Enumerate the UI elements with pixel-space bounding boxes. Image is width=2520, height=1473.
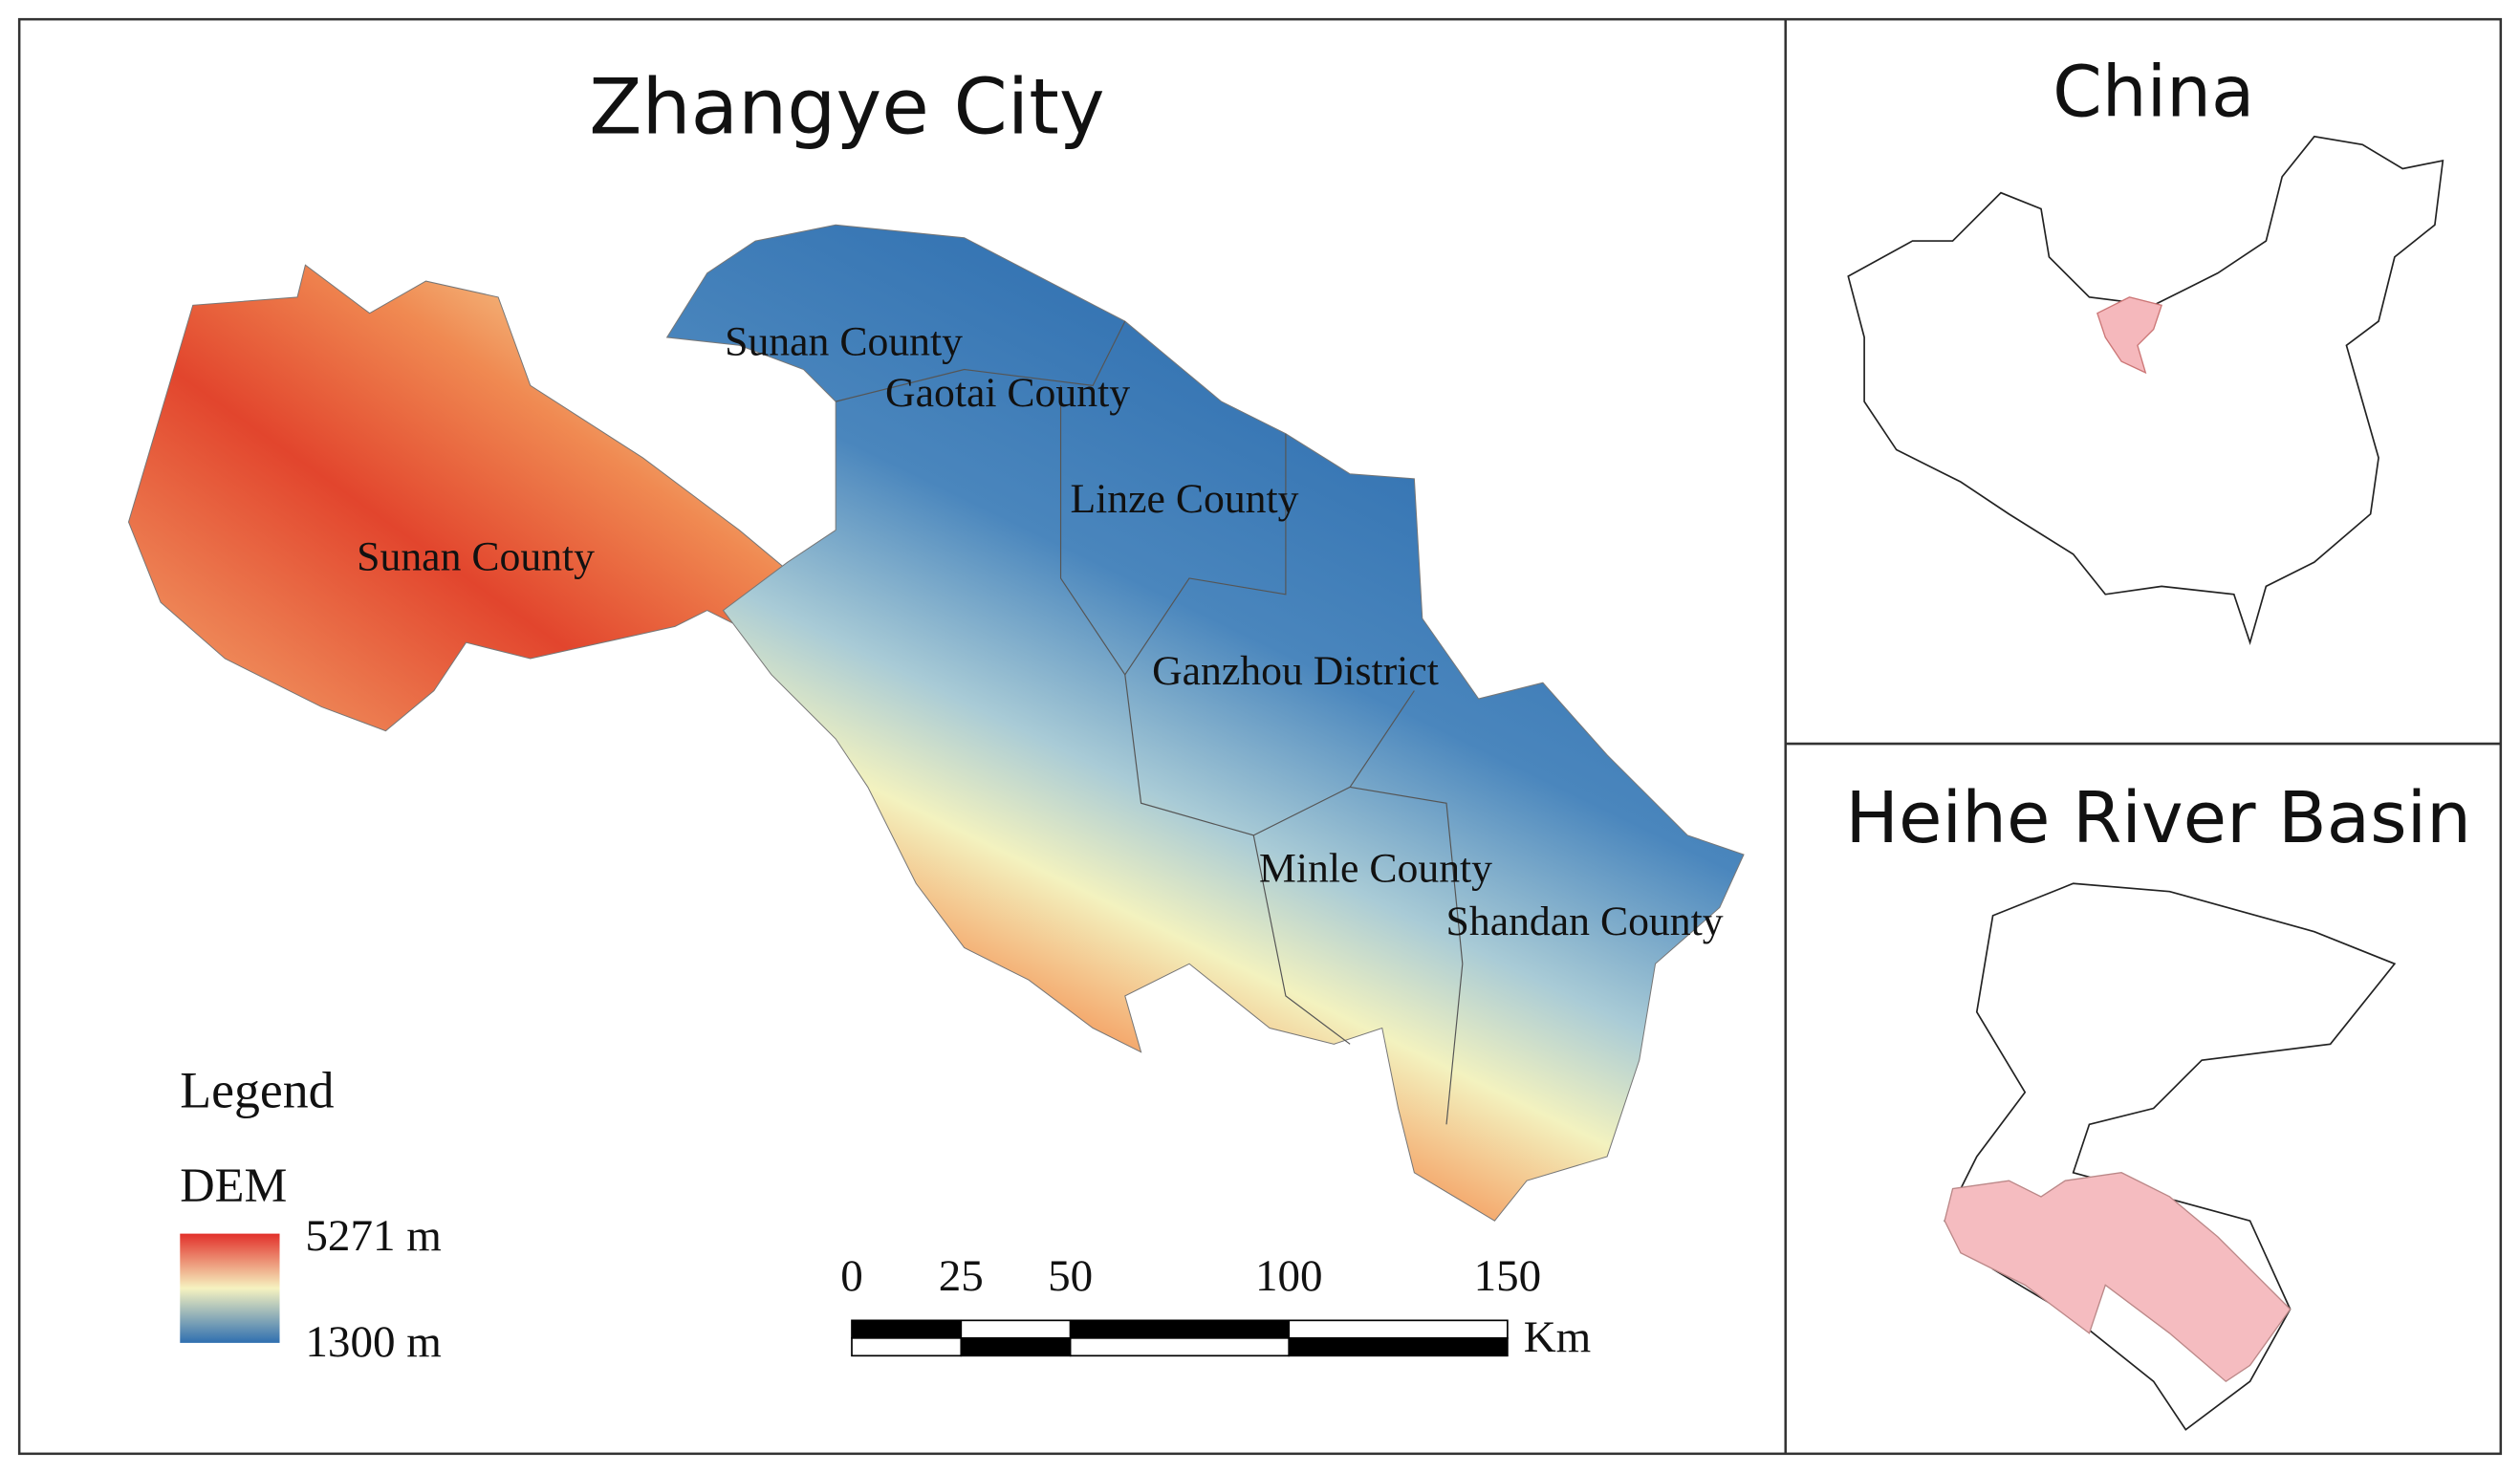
scale-segment [960, 1336, 1072, 1357]
scale-segment [1069, 1336, 1291, 1357]
scale-segment [960, 1319, 1072, 1339]
scale-segment [851, 1319, 963, 1339]
county-borders [836, 320, 1464, 1125]
legend-title: Legend [180, 1061, 334, 1118]
scale-tick-label: 50 [1048, 1251, 1093, 1301]
basin-highlight [1944, 1172, 2292, 1383]
place-label: Sunan County [357, 534, 595, 580]
scale-segment [1288, 1336, 1509, 1357]
legend-layer: DEM [180, 1159, 287, 1212]
place-label: Linze County [1070, 476, 1298, 522]
china-outline [1847, 135, 2444, 646]
place-label: Sunan County [725, 318, 963, 364]
scale-segment [1069, 1319, 1291, 1339]
china-highlight [2096, 296, 2162, 375]
inset-title: Heihe River Basin [1845, 777, 2471, 859]
scale-unit: Km [1524, 1312, 1592, 1362]
scale-tick-label: 0 [840, 1251, 863, 1301]
place-label: Minle County [1259, 846, 1492, 892]
scale-segment [1288, 1319, 1509, 1339]
scale-tick-label: 25 [939, 1251, 984, 1301]
inset-title: China [2053, 51, 2254, 133]
place-label: Ganzhou District [1152, 648, 1439, 694]
scale-tick-label: 100 [1255, 1251, 1323, 1301]
scale-bar: 0 25 50 100 150 [840, 1251, 1542, 1357]
legend-max: 5271 m [305, 1211, 441, 1261]
scale-segment [851, 1336, 963, 1357]
legend-ramp [180, 1233, 280, 1343]
map-title: Zhangye City [589, 63, 1104, 153]
legend-min: 1300 m [305, 1317, 441, 1367]
place-label: Shandan County [1446, 899, 1724, 944]
place-label: Gaotai County [885, 370, 1130, 416]
main-region [665, 224, 1745, 1222]
scale-tick-label: 150 [1474, 1251, 1542, 1301]
